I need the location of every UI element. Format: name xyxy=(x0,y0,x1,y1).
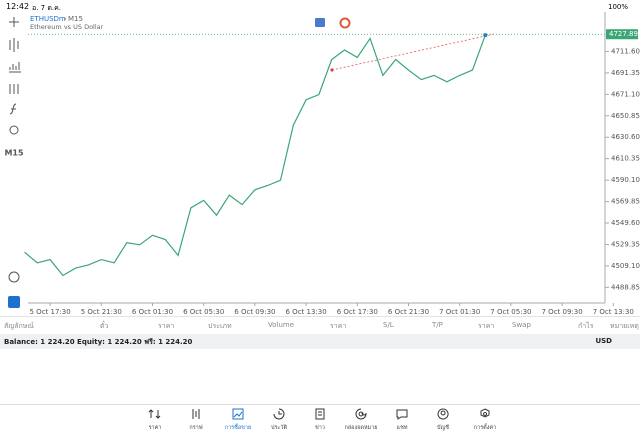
app-badge[interactable] xyxy=(8,296,20,308)
y-tick-label: 4569.85 xyxy=(611,198,640,206)
x-tick-label: 5 Oct 21:30 xyxy=(81,308,122,316)
nav-label[interactable]: บัญชี xyxy=(437,425,449,431)
column-header[interactable]: S/L xyxy=(383,321,394,329)
x-tick-label: 6 Oct 13:30 xyxy=(286,308,327,316)
y-tick-label: 4509.10 xyxy=(611,262,640,270)
column-header[interactable]: T/P xyxy=(432,321,443,329)
nav-icon[interactable] xyxy=(273,408,285,420)
column-header[interactable]: ประเภท xyxy=(208,322,232,330)
nav-label[interactable]: กล่องจดหมาย xyxy=(344,425,378,431)
nav-icon[interactable] xyxy=(315,408,325,420)
nav-label[interactable]: การซื้อขาย xyxy=(224,425,252,431)
x-tick-label: 6 Oct 17:30 xyxy=(337,308,378,316)
table-divider xyxy=(0,316,640,317)
nav-icon-shape xyxy=(315,408,325,420)
y-tick-label: 4529.35 xyxy=(611,240,640,248)
x-tick-label: 5 Oct 17:30 xyxy=(30,308,71,316)
x-tick-label: 7 Oct 01:30 xyxy=(439,308,480,316)
column-header[interactable]: สัญลักษณ์ xyxy=(4,322,34,330)
x-tick-label: 7 Oct 13:30 xyxy=(593,308,634,316)
one-click-toggle[interactable] xyxy=(339,17,351,29)
column-header[interactable]: Swap xyxy=(512,321,531,329)
nav-icon[interactable] xyxy=(355,408,367,420)
chart-description: Ethereum vs US Dollar xyxy=(30,23,104,31)
last-price-label: 4727.89 xyxy=(609,30,638,38)
nav-label[interactable]: ประวัติ xyxy=(270,425,288,431)
nav-icon[interactable] xyxy=(480,408,490,418)
x-tick-label: 7 Oct 09:30 xyxy=(542,308,583,316)
column-header[interactable]: Volume xyxy=(268,321,295,329)
column-header[interactable]: หมายเหตุ xyxy=(610,322,639,330)
buy-sell-toggle[interactable] xyxy=(315,18,325,27)
nav-icon[interactable] xyxy=(437,408,449,420)
y-tick-label: 4711.60 xyxy=(611,47,640,55)
nav-label[interactable]: แชท xyxy=(396,425,408,431)
nav-label[interactable]: กราฟ xyxy=(189,425,203,431)
price-line xyxy=(24,34,486,277)
date: อ. 7 ต.ค. xyxy=(32,4,62,12)
column-header[interactable]: ตั๋ว xyxy=(100,322,109,330)
nav-icon[interactable] xyxy=(192,409,200,419)
nav-icon-shape xyxy=(437,408,449,420)
nav-icon-shape xyxy=(192,409,200,419)
nav-icon[interactable] xyxy=(148,409,161,419)
nav-divider xyxy=(0,404,640,405)
battery: 100% xyxy=(607,3,628,11)
column-header[interactable]: ราคา xyxy=(478,322,495,330)
y-tick-label: 4630.60 xyxy=(611,133,640,141)
y-tick-label: 4590.10 xyxy=(611,176,640,184)
x-tick-label: 6 Oct 09:30 xyxy=(234,308,275,316)
nav-icon-shape xyxy=(148,409,161,419)
separator-dot xyxy=(64,18,66,20)
column-header[interactable]: ราคา xyxy=(158,322,175,330)
nav-label[interactable]: ข่าว xyxy=(315,425,325,431)
y-tick-label: 4488.85 xyxy=(611,283,640,291)
last-point xyxy=(483,33,488,38)
nav-icon-shape xyxy=(355,408,367,420)
balance-summary: Balance: 1 224.20 Equity: 1 224.20 ฟรี: … xyxy=(4,338,193,346)
trend-line[interactable] xyxy=(331,33,495,71)
y-tick-label: 4549.60 xyxy=(611,219,640,227)
y-tick-label: 4610.35 xyxy=(611,155,640,163)
nav-icon[interactable] xyxy=(396,409,408,420)
nav-label[interactable]: การตั้งค่า xyxy=(473,425,497,431)
nav-icon-shape xyxy=(232,408,244,420)
clock: 12:42 xyxy=(6,2,30,11)
column-header[interactable]: กำไร xyxy=(578,322,594,330)
last-price-badge xyxy=(606,29,638,40)
y-tick-label: 4650.85 xyxy=(611,112,640,120)
x-tick-label: 7 Oct 05:30 xyxy=(490,308,531,316)
chart-symbol: ETHUSDm xyxy=(30,15,66,23)
x-tick-label: 6 Oct 21:30 xyxy=(388,308,429,316)
column-header[interactable]: ราคา xyxy=(330,322,347,330)
nav-icon-shape xyxy=(273,408,285,420)
nav-icon-shape xyxy=(396,409,408,420)
balance-currency: USD xyxy=(595,337,612,345)
nav-label[interactable]: ราคา xyxy=(148,425,162,431)
chart-timeframe: M15 xyxy=(68,15,83,23)
nav-icon-shape xyxy=(480,408,490,418)
y-tick-label: 4671.10 xyxy=(611,90,640,98)
x-tick-label: 6 Oct 05:30 xyxy=(183,308,224,316)
nav-icon[interactable] xyxy=(232,408,244,420)
x-tick-label: 6 Oct 01:30 xyxy=(132,308,173,316)
y-tick-label: 4691.35 xyxy=(611,69,640,77)
side-timeframe[interactable]: M15 xyxy=(4,149,24,158)
balance-bar: Balance: 1 224.20 Equity: 1 224.20 ฟรี: … xyxy=(0,334,640,349)
toolbar-icons[interactable] xyxy=(8,17,21,283)
trend-line-handle[interactable] xyxy=(330,68,334,72)
